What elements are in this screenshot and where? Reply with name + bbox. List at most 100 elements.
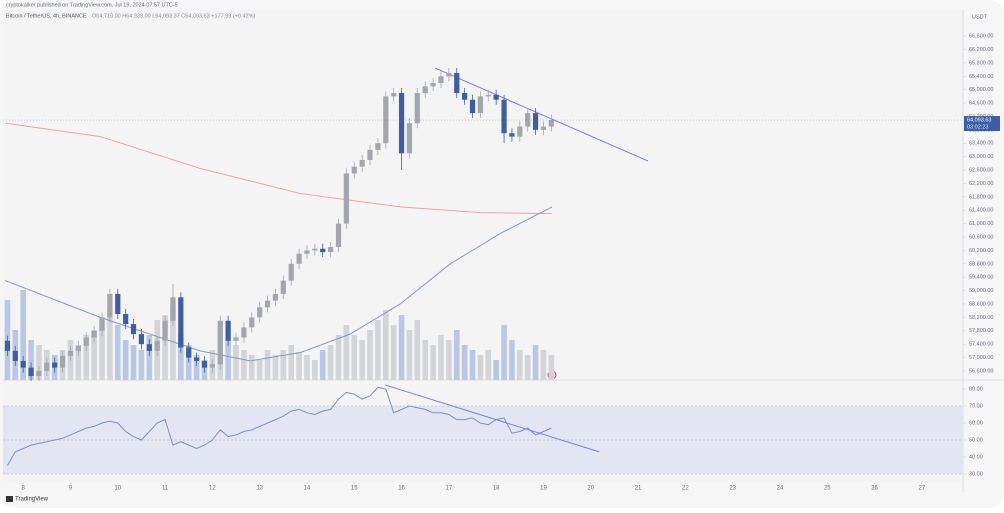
candle-body	[257, 307, 263, 318]
candle-body	[351, 166, 357, 174]
y-tick-label: 30.00	[969, 471, 983, 477]
candle-body	[320, 248, 326, 253]
x-tick-label: 26	[871, 486, 878, 492]
candle-body	[383, 96, 389, 144]
candle-body	[414, 93, 420, 124]
volume-bar	[446, 340, 452, 380]
x-tick-label: 24	[777, 486, 784, 492]
indicator-line	[5, 206, 553, 362]
volume-bar	[178, 335, 184, 380]
y-tick-label: 61,800.00	[969, 194, 993, 200]
volume-bar	[406, 330, 413, 380]
volume-bar	[335, 335, 342, 380]
footer: TradingView	[15, 497, 49, 503]
candle-body	[288, 263, 294, 281]
rsi-trendline	[384, 384, 600, 453]
candle-body	[359, 160, 365, 167]
volume-bar	[122, 340, 129, 380]
volume-bar	[296, 352, 302, 380]
candle-body	[209, 364, 215, 368]
publisher: cryptokalker published on TradingView.co…	[6, 2, 178, 8]
volume-bar	[477, 355, 484, 380]
candle-body	[540, 126, 547, 130]
volume-bar	[540, 350, 547, 380]
x-tick-label: 15	[351, 486, 358, 492]
candle-body	[67, 350, 74, 356]
candle-body	[446, 72, 452, 77]
candle-body	[91, 330, 97, 338]
volume-bar	[375, 320, 381, 380]
candle-body	[272, 293, 279, 301]
candle-body	[123, 314, 129, 325]
y-tick-label: 62,600.00	[969, 168, 993, 174]
y-tick-label: 64,600.00	[969, 101, 993, 107]
volume-bar	[193, 355, 200, 380]
candle-body	[438, 76, 444, 83]
volume-bar	[343, 325, 350, 380]
volume-bar	[170, 305, 176, 380]
candle-body	[509, 133, 515, 137]
x-tick-label: 20	[587, 486, 594, 492]
x-tick-label: 11	[162, 486, 169, 492]
candle-body	[493, 94, 499, 100]
indicator-line	[434, 67, 649, 162]
volume-bar	[146, 335, 153, 380]
candle-body	[280, 280, 286, 294]
y-tick-label: 63,400.00	[969, 141, 993, 147]
candle-body	[186, 347, 192, 358]
volume-bar	[264, 350, 271, 380]
volume-bar	[453, 330, 460, 380]
candle-body	[233, 337, 239, 341]
candle-body	[107, 293, 113, 318]
volume-bar	[138, 350, 145, 380]
candle-body	[501, 99, 507, 134]
candle-body	[335, 223, 342, 248]
y-tick-label: 62,200.00	[969, 181, 993, 187]
y-tick-label: 66,200.00	[969, 47, 993, 53]
x-tick-label: 13	[256, 486, 263, 492]
volume-bar	[461, 345, 468, 380]
candle-body	[532, 113, 539, 130]
candle-body	[304, 250, 310, 254]
y-tick-label: 59,800.00	[969, 261, 993, 267]
candle-body	[59, 355, 66, 368]
candle-body	[130, 324, 137, 335]
volume-bar	[390, 325, 397, 380]
x-tick-label: 22	[682, 486, 689, 492]
y-tick-label: 65,400.00	[969, 74, 993, 80]
y-tick-label: 61,400.00	[969, 208, 993, 214]
x-tick-label: 14	[304, 486, 311, 492]
candle-body	[75, 345, 81, 351]
candle-body	[36, 370, 42, 376]
candle-body	[391, 93, 397, 97]
x-tick-label: 25	[824, 486, 831, 492]
candle-body	[241, 327, 247, 338]
y-tick-label: 70.00	[969, 403, 983, 409]
volume-bar	[319, 350, 326, 380]
candle-body	[462, 93, 468, 100]
volume-bar	[438, 335, 444, 380]
y-tick-label: 63,000.00	[969, 154, 993, 160]
candle-body	[398, 93, 405, 154]
candle-body	[367, 149, 373, 161]
volume-bar	[280, 350, 287, 380]
candle-body	[154, 340, 160, 351]
candle-body	[312, 248, 318, 251]
y-tick-label: 50.00	[969, 437, 983, 443]
candle-body	[44, 362, 50, 371]
candle-body	[28, 367, 34, 376]
y-tick-label: 66,600.00	[969, 34, 993, 40]
x-tick-label: 27	[919, 486, 926, 492]
y-tick-label: 65,000.00	[969, 87, 993, 93]
candle-body	[138, 334, 145, 345]
last-price-label: 64,093.63	[967, 117, 991, 123]
candle-body	[12, 350, 18, 361]
volume-bar	[20, 290, 26, 380]
volume-bar	[548, 355, 555, 380]
volume-bar	[359, 340, 365, 380]
candle-body	[201, 360, 208, 368]
x-tick-label: 19	[540, 486, 547, 492]
volume-bar	[422, 340, 429, 380]
y-tick-label: 57,400.00	[969, 342, 993, 348]
volume-bar	[485, 350, 492, 380]
